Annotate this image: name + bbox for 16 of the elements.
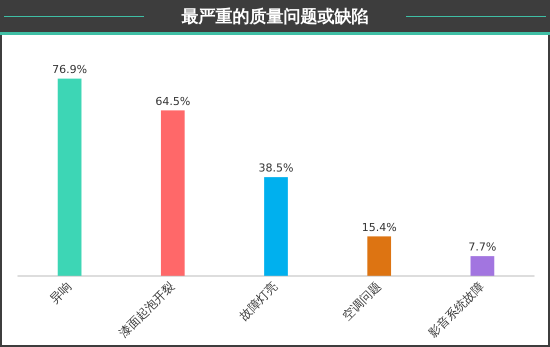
data-label: 15.4% bbox=[362, 220, 397, 234]
bar bbox=[264, 177, 288, 276]
chart-title: 最严重的质量问题或缺陷 bbox=[180, 6, 370, 28]
data-label: 76.9% bbox=[52, 62, 88, 76]
data-label: 38.5% bbox=[258, 161, 294, 174]
bar bbox=[470, 256, 494, 276]
data-label: 64.5% bbox=[155, 94, 190, 108]
x-tick-label: 空调问题 bbox=[340, 279, 384, 324]
bar bbox=[58, 78, 82, 276]
x-tick-label: 故障灯亮 bbox=[236, 279, 280, 324]
data-label: 7.7% bbox=[468, 240, 496, 254]
x-tick-label: 异响 bbox=[47, 279, 74, 306]
bar bbox=[367, 236, 392, 276]
x-tick-label: 影音系统故障 bbox=[426, 279, 487, 340]
x-tick-label: 漆面起泡开裂 bbox=[116, 279, 178, 340]
bar bbox=[160, 110, 185, 276]
